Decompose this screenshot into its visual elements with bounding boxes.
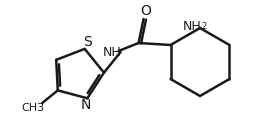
Text: O: O: [140, 4, 151, 18]
Text: NH: NH: [103, 46, 122, 59]
Text: CH3: CH3: [22, 103, 45, 113]
Text: NH: NH: [183, 21, 201, 34]
Text: N: N: [80, 98, 90, 112]
Text: S: S: [83, 35, 92, 49]
Text: 2: 2: [202, 22, 207, 31]
